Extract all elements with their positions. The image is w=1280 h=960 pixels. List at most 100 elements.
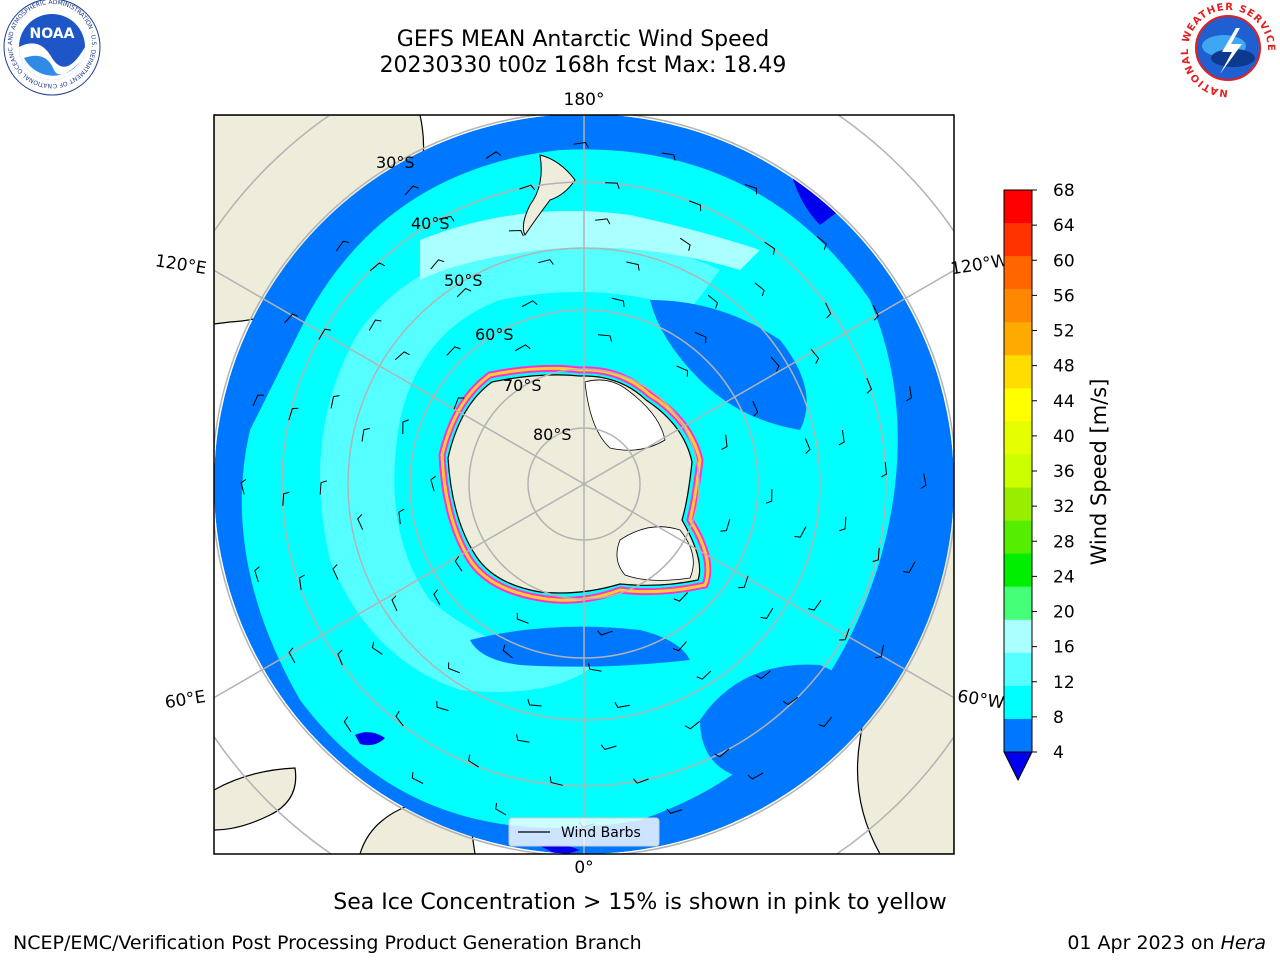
lat-label-80s: 80°S bbox=[533, 425, 572, 444]
wind-barb bbox=[872, 304, 879, 321]
colorbar-extend-arrow bbox=[1003, 751, 1033, 782]
wind-barb bbox=[538, 259, 554, 265]
colorbar-segment bbox=[1004, 256, 1032, 290]
wind-barb bbox=[872, 547, 880, 563]
wind-barb bbox=[438, 215, 455, 222]
wind-barb bbox=[689, 200, 702, 212]
noaa-logo: NATIONAL OCEANIC AND ATMOSPHERIC ADMINIS… bbox=[0, 0, 102, 97]
map-legend: Wind Barbs bbox=[508, 817, 660, 847]
wind-barb bbox=[808, 599, 822, 611]
colorbar-segment bbox=[1004, 223, 1032, 257]
footer-date: 01 Apr 2023 on Hera bbox=[1067, 932, 1266, 954]
wind-barb bbox=[588, 663, 602, 672]
colorbar-segment bbox=[1004, 520, 1032, 555]
wind-barb bbox=[810, 348, 820, 364]
wind-barb bbox=[760, 607, 774, 619]
wind-barb bbox=[738, 575, 749, 589]
footer-host: Hera bbox=[1220, 932, 1266, 954]
sea-ice-caption: Sea Ice Concentration > 15% is shown in … bbox=[333, 890, 947, 915]
wind-barb bbox=[446, 346, 461, 356]
colorbar-tick-label: 60 bbox=[1053, 251, 1075, 271]
wind-barb bbox=[436, 701, 449, 712]
wind-barb bbox=[337, 649, 343, 666]
chart-title: GEFS MEAN Antarctic Wind Speed bbox=[396, 27, 770, 52]
wind-barb bbox=[391, 595, 398, 612]
colorbar-segment bbox=[1004, 652, 1032, 687]
wind-barb bbox=[804, 438, 811, 454]
colorbar-tick-label: 40 bbox=[1053, 427, 1075, 447]
wind-barb bbox=[782, 696, 799, 706]
nws-logo: NATIONAL WEATHER SERVICE bbox=[1180, 0, 1276, 98]
colorbar-tick-label: 4 bbox=[1053, 743, 1064, 763]
wind-barb bbox=[714, 748, 730, 758]
wind-barb bbox=[433, 589, 441, 606]
wind-barb bbox=[573, 141, 589, 149]
colorbar-segment bbox=[1004, 487, 1032, 522]
wind-barb bbox=[720, 518, 731, 532]
wind-barb bbox=[794, 526, 807, 538]
colorbar-segment bbox=[1004, 454, 1032, 489]
wind-barb bbox=[411, 772, 424, 784]
wind-barb bbox=[430, 475, 436, 492]
wind-barb bbox=[684, 720, 701, 730]
colorbar-segment bbox=[1004, 718, 1032, 753]
wind-barb bbox=[752, 400, 759, 417]
wind-barb bbox=[755, 670, 771, 680]
wind-barb bbox=[614, 702, 630, 708]
wind-barb bbox=[747, 772, 764, 780]
latitude-labels: 30°S 40°S 50°S 60°S 70°S 80°S bbox=[376, 153, 572, 444]
wind-barb bbox=[679, 237, 691, 251]
colorbar-tick-label: 20 bbox=[1053, 603, 1075, 623]
wind-barb bbox=[430, 259, 445, 270]
lat-label-30s: 30°S bbox=[376, 153, 415, 172]
colorbar-segment bbox=[1004, 619, 1032, 654]
wind-barb bbox=[696, 670, 712, 680]
colorbar-tick-label: 48 bbox=[1053, 357, 1075, 377]
colorbar-tick-label: 12 bbox=[1053, 673, 1075, 693]
wind-barb bbox=[502, 644, 513, 659]
lon-label-60w: 60°W bbox=[956, 687, 1006, 714]
wind-barb bbox=[838, 430, 845, 446]
wind-barb bbox=[288, 407, 299, 421]
wind-barb bbox=[611, 297, 625, 308]
lon-label-60e: 60°E bbox=[163, 687, 207, 713]
wind-barb bbox=[319, 480, 327, 495]
wind-barb bbox=[920, 473, 927, 489]
wind-barb bbox=[905, 385, 912, 402]
lon-label-180: 180° bbox=[564, 90, 605, 110]
wind-barb bbox=[672, 641, 687, 652]
wind-barb bbox=[839, 628, 850, 641]
lon-label-120w: 120°W bbox=[949, 251, 1009, 280]
colorbar-segment bbox=[1004, 190, 1032, 224]
colorbar-segment bbox=[1004, 586, 1032, 621]
wind-barb bbox=[818, 716, 833, 727]
colorbar-tick-label: 44 bbox=[1053, 392, 1075, 412]
lon-label-120e: 120°E bbox=[154, 251, 208, 279]
wind-barb bbox=[454, 556, 463, 572]
wind-barb bbox=[597, 334, 613, 342]
wind-barb bbox=[514, 344, 531, 352]
graticule bbox=[214, 115, 954, 854]
wind-barb bbox=[765, 489, 773, 504]
colorbar-segment bbox=[1004, 553, 1032, 588]
wind-barb bbox=[456, 287, 472, 298]
colorbar: 68 64 60 56 52 48 44 40 36 32 28 24 20 16 12 8 4 bbox=[1003, 181, 1075, 782]
wind-barb bbox=[764, 241, 776, 255]
wind-barb bbox=[495, 802, 507, 816]
wind-barb bbox=[903, 561, 916, 573]
colorbar-tick-label: 56 bbox=[1053, 286, 1075, 306]
colorbar-tick-label: 16 bbox=[1053, 638, 1075, 658]
wind-barb bbox=[605, 182, 620, 189]
wind-barb bbox=[676, 365, 689, 377]
wind-barb bbox=[839, 516, 847, 532]
wind-barb bbox=[361, 427, 370, 442]
wind-barb bbox=[369, 262, 385, 272]
wind-barb bbox=[866, 378, 872, 394]
chart-subtitle: 20230330 t00z 168h fcst Max: 18.49 bbox=[379, 53, 787, 78]
wind-barb bbox=[597, 630, 613, 636]
wind-barb bbox=[398, 508, 405, 525]
wind-barb bbox=[402, 419, 409, 435]
map-frame bbox=[213, 114, 955, 855]
footer-credit: NCEP/EMC/Verification Post Processing Pr… bbox=[13, 932, 642, 954]
